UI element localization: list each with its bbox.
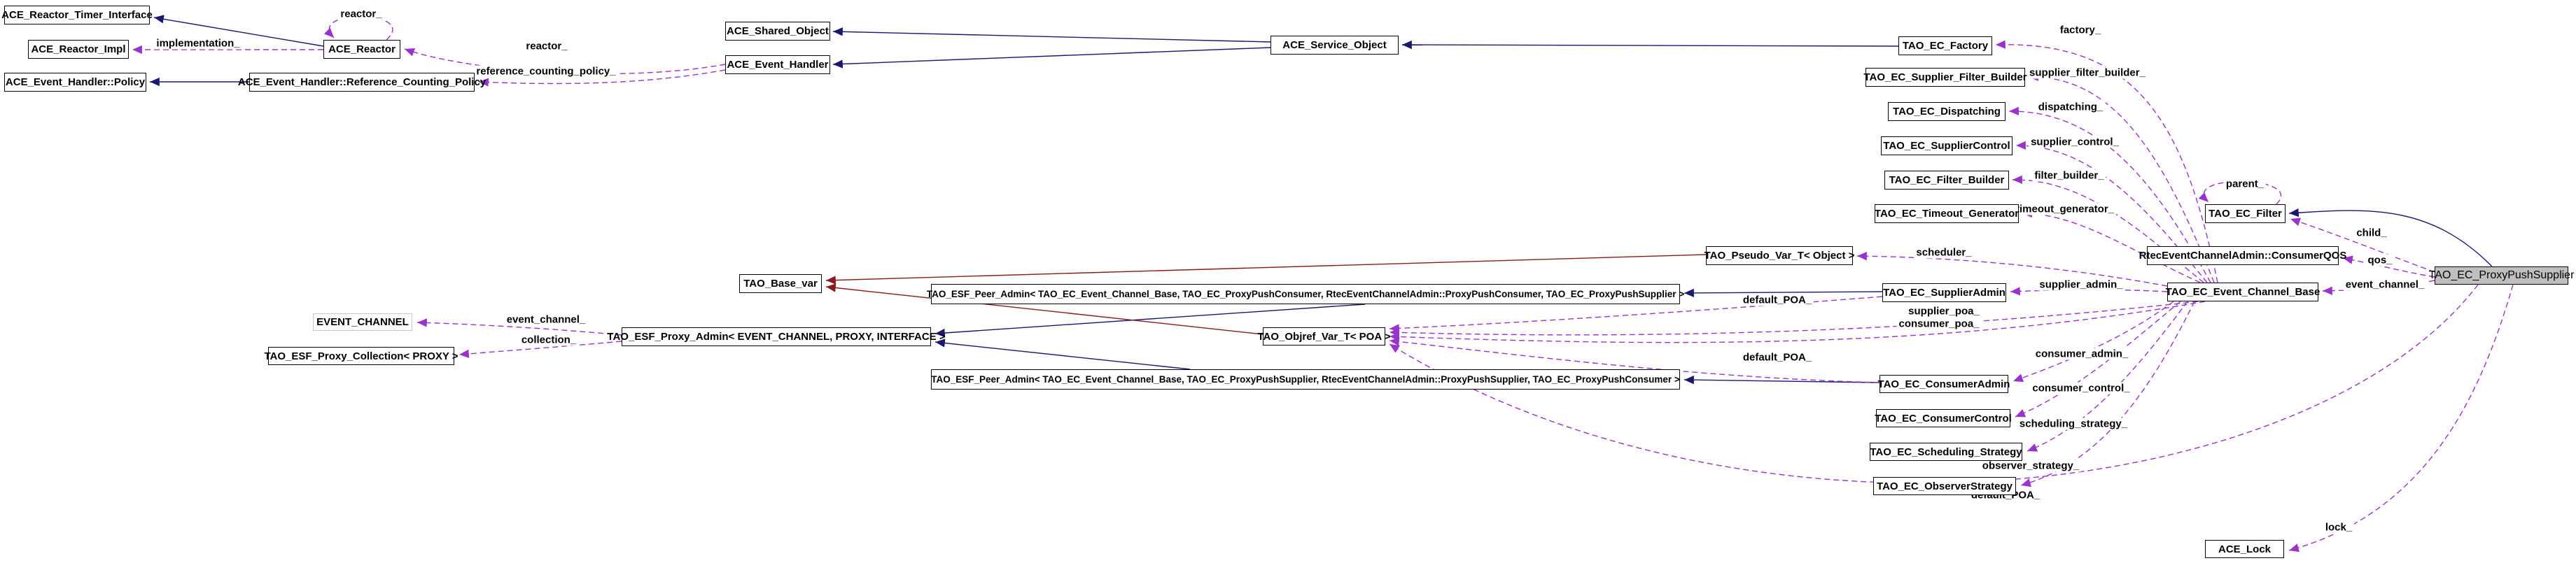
edge-ecb-to-supplieradmin: [2010, 287, 2168, 296]
edge-ecb-to-objrefvar-supplier-poa: [1389, 301, 2199, 337]
edge-label-consumer-admin: consumer_admin_: [2033, 348, 2131, 360]
edge-label-supplier-poa: supplier_poa_: [1906, 305, 1982, 318]
edge-label-reactor: reactor_: [524, 40, 570, 52]
edge-proxyadmin-to-eventchannel: [416, 318, 622, 336]
edge-service-to-shared-object: [832, 27, 1271, 43]
node-tao-pseudo-var-t-object[interactable]: TAO_Pseudo_Var_T< Object >: [1704, 246, 1854, 265]
edge-objrefvar-to-basevar: [825, 283, 1264, 335]
node-tao-ec-scheduling-strategy[interactable]: TAO_EC_Scheduling_Strategy: [1870, 443, 2022, 461]
edge-service-to-event-handler: [832, 47, 1271, 69]
edge-filter-parent-self-loop: [2198, 180, 2282, 205]
edge-peeradmin1-to-proxyadmin: [934, 304, 1366, 338]
edge-peeradmin2-to-proxyadmin: [934, 339, 1191, 370]
node-tao-esf-peer-admin-proxypushconsumer[interactable]: TAO_ESF_Peer_Admin< TAO_EC_Event_Channel…: [927, 284, 1684, 304]
node-tao-esf-proxy-admin[interactable]: TAO_ESF_Proxy_Admin< EVENT_CHANNEL, PROX…: [607, 327, 946, 346]
node-tao-esf-proxy-collection[interactable]: TAO_ESF_Proxy_Collection< PROXY >: [264, 347, 458, 365]
edge-proxypushsupplier-to-consumerqos: [2342, 255, 2435, 278]
edge-label-default-poa-supplier: default_POA_: [1740, 294, 1814, 306]
node-ace-event-handler-policy[interactable]: ACE_Event_Handler::Policy: [4, 73, 146, 92]
edge-label-consumer-control: consumer_control_: [2030, 382, 2132, 394]
node-ace-reactor[interactable]: ACE_Reactor: [323, 40, 400, 59]
node-rteceventchanneladmin-consumerqos[interactable]: RtecEventChannelAdmin::ConsumerQOS: [2139, 246, 2346, 265]
edge-ecb-to-consumeradmin: [2012, 301, 2174, 383]
edge-ecb-to-objrefvar-consumer-poa: [1389, 301, 2206, 343]
edge-label-collection: collection_: [519, 334, 579, 346]
edge-label-qos: qos_: [2365, 254, 2395, 266]
edge-label-timeout-generator: timeout_generator_: [2013, 203, 2117, 215]
edge-label-supplier-filter-builder: supplier_filter_builder_: [2027, 66, 2148, 79]
node-tao-ec-dispatching[interactable]: TAO_EC_Dispatching: [1888, 102, 2005, 121]
edge-label-scheduler: scheduler_: [1914, 246, 1974, 259]
node-tao-ec-consumeradmin[interactable]: TAO_EC_ConsumerAdmin: [1878, 375, 2010, 393]
edge-label-event-channel-right: event_channel_: [2343, 278, 2427, 291]
node-tao-ec-filter[interactable]: TAO_EC_Filter: [2205, 204, 2286, 223]
node-tao-ec-suppliercontrol[interactable]: TAO_EC_SupplierControl: [1881, 136, 2012, 155]
edge-supplieradmin-to-peeradmin1: [1684, 288, 1883, 298]
node-tao-ec-supplieradmin[interactable]: TAO_EC_SupplierAdmin: [1882, 283, 2006, 302]
edge-ecb-to-factory: [1995, 40, 2218, 283]
node-tao-ec-consumercontrol[interactable]: TAO_EC_ConsumerControl: [1875, 409, 2012, 427]
edge-ecb-to-pseudovar-scheduler: [1856, 252, 2168, 287]
edge-ecb-to-consumercontrol: [2015, 301, 2181, 418]
node-ace-lock[interactable]: ACE_Lock: [2205, 540, 2284, 558]
edge-reactor-self-loop: [323, 15, 393, 41]
node-ace-reactor-impl[interactable]: ACE_Reactor_Impl: [28, 40, 129, 59]
node-tao-ec-filter-builder[interactable]: TAO_EC_Filter_Builder: [1884, 171, 2009, 190]
node-ace-event-handler-reference-counting-policy[interactable]: ACE_Event_Handler::Reference_Counting_Po…: [238, 73, 486, 92]
edge-label-supplier-admin: supplier_admin_: [2037, 278, 2125, 291]
node-ace-reactor-timer-interface[interactable]: ACE_Reactor_Timer_Interface: [1, 6, 153, 24]
edge-label-lock: lock_: [2323, 521, 2355, 534]
node-tao-ec-factory[interactable]: TAO_EC_Factory: [1898, 36, 1992, 55]
edge-pseudovar-to-basevar: [825, 254, 1707, 285]
edge-ecb-to-scheduling-strategy: [2026, 301, 2188, 452]
edge-proxyadmin-to-collection: [458, 341, 622, 359]
node-tao-esf-peer-admin-proxypushsupplier[interactable]: TAO_ESF_Peer_Admin< TAO_EC_Event_Channel…: [931, 369, 1680, 390]
edge-label-supplier-control: supplier_control_: [2029, 136, 2121, 148]
edge-proxypushsupplier-to-filter-child: [2290, 218, 2435, 273]
node-event-channel-template-param: EVENT_CHANNEL: [313, 313, 412, 331]
edge-label-implementation: implementation_: [154, 37, 242, 50]
node-tao-ec-timeout-generator[interactable]: TAO_EC_Timeout_Generator: [1875, 204, 2019, 223]
edge-consumeradmin-to-peeradmin2: [1684, 376, 1880, 385]
node-tao-objref-var-t-poa[interactable]: TAO_Objref_Var_T< POA >: [1257, 327, 1391, 345]
edge-label-event-channel-left: event_channel_: [504, 313, 588, 326]
edge-label-parent: parent_: [2223, 178, 2267, 190]
edge-label-observer-strategy: observer_strategy_: [1980, 459, 2082, 472]
edge-label-scheduling-strategy: scheduling_strategy_: [2017, 418, 2130, 430]
edge-label-filter-builder: filter_builder_: [2032, 169, 2106, 182]
node-tao-ec-event-channel-base[interactable]: TAO_EC_Event_Channel_Base: [2166, 283, 2320, 301]
node-tao-ec-observerstrategy[interactable]: TAO_EC_ObserverStrategy: [1873, 477, 2016, 495]
edge-proxypushsupplier-to-lock: [2288, 284, 2514, 553]
node-ace-shared-object[interactable]: ACE_Shared_Object: [725, 22, 830, 41]
edge-eventhandler-to-refcounting: [478, 69, 726, 87]
node-tao-base-var[interactable]: TAO_Base_var: [739, 274, 822, 293]
edge-label-dispatching: dispatching_: [2036, 101, 2106, 113]
edge-label-factory: factory_: [2057, 24, 2104, 36]
edge-factory-to-service-object: [1401, 40, 1899, 50]
node-ace-event-handler[interactable]: ACE_Event_Handler: [725, 55, 830, 74]
edge-ecb-to-timeout-generator: [2022, 208, 2201, 283]
edge-label-consumer-poa: consumer_poa_: [1896, 318, 1982, 330]
node-tao-ec-supplier-filter-builder[interactable]: TAO_EC_Supplier_Filter_Builder: [1863, 68, 2027, 87]
edge-eventhandler-to-reactor: [404, 48, 726, 75]
edge-label-child: child_: [2354, 227, 2389, 239]
node-ace-service-object[interactable]: ACE_Service_Object: [1270, 36, 1399, 55]
edge-label-default-poa-consumer: default_POA_: [1740, 351, 1814, 364]
edge-proxypushsupplier-to-filter: [2288, 208, 2493, 267]
edge-consumeradmin-to-objrefvar: [1389, 337, 1880, 383]
edge-reactor-to-timer-interface: [153, 15, 324, 47]
edge-label-reference-counting-policy: reference_counting_policy_: [474, 65, 618, 78]
edge-label-reactor-self: reactor_: [338, 8, 384, 20]
node-tao-ec-proxypushsupplier-main: TAO_EC_ProxyPushSupplier: [2429, 266, 2574, 285]
